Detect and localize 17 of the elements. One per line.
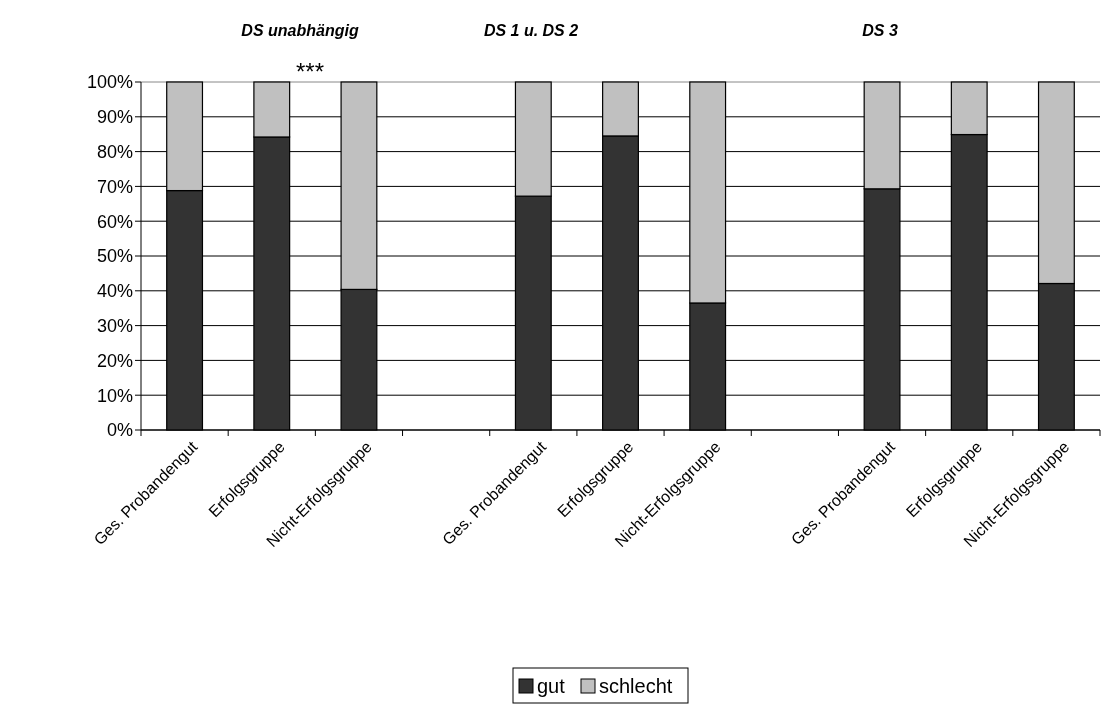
text: DS unabhängig	[241, 22, 359, 39]
y-tick-label: 0%	[106, 420, 133, 441]
text: DS 3	[862, 22, 898, 39]
y-tick-label: 90%	[96, 107, 133, 128]
text: DS 1 u. DS 2	[483, 22, 579, 39]
y-tick-label: 70%	[96, 176, 133, 197]
y-tick-label: 20%	[96, 350, 133, 371]
legend-label: schlecht	[599, 675, 673, 697]
annotation: ***	[295, 58, 325, 85]
y-tick-label: 30%	[96, 315, 133, 336]
y-tick-label: 40%	[96, 281, 133, 302]
y-tick-label: 80%	[96, 141, 133, 162]
y-tick-label: 50%	[96, 246, 133, 267]
legend-label: gut	[537, 675, 566, 697]
y-tick-label: 10%	[96, 385, 133, 406]
y-tick-label: 100%	[86, 72, 133, 93]
y-tick-label: 60%	[96, 211, 133, 232]
